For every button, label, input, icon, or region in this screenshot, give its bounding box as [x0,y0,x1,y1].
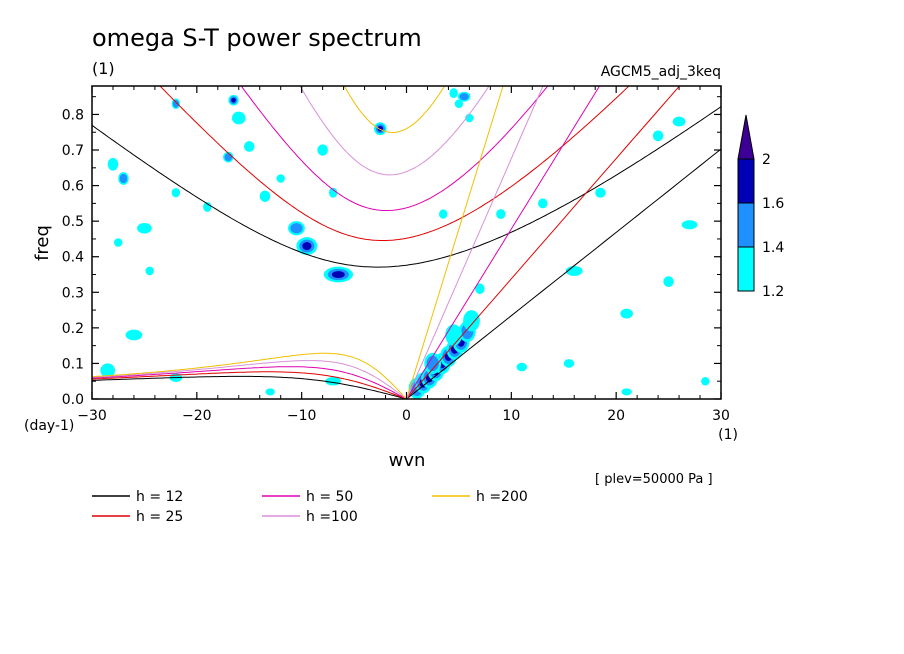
colorbar-label: 1.4 [762,240,784,256]
power-blob-6-level-1 [244,141,255,152]
colorbar-segment [737,246,755,292]
power-blob-21-level-1 [328,187,338,198]
x-tick-label: 30 [712,408,730,424]
dispersion-ig-h50 [240,86,549,211]
dispersion-rossby-h12 [92,375,407,399]
power-blob-7-level-2 [172,99,179,108]
kelvin-power-9-level-1 [463,310,480,332]
power-blob-34-level-1 [595,187,606,198]
legend-label-h100: h =100 [306,509,358,525]
legend-label-h50: h = 50 [306,489,353,505]
chart-title: omega S-T power spectrum [92,24,422,52]
power-blob-1-level-3 [302,242,312,250]
dispersion-rossby-h100 [92,360,407,399]
y-tick-label: 0.1 [62,356,84,372]
power-blob-32-level-1 [538,198,548,209]
power-blob-2-level-2 [290,223,303,234]
kelvin-power-11-level-1 [445,324,463,346]
power-blob-27-level-1 [454,99,464,109]
colorbar-extend-arrow [737,114,755,160]
power-blob-5-level-2 [224,153,233,161]
units-label: (1) [92,59,115,78]
y-tick-label: 0.8 [62,107,84,123]
power-blob-41-level-1 [516,362,528,372]
y-tick-label: 0.6 [62,179,84,195]
dispersion-kelvin-h25 [406,86,681,399]
x-tick-label: 0 [402,408,411,424]
legend-label-h200: h =200 [476,489,528,505]
dispersion-rossby-h200 [92,352,407,399]
dispersion-ig-h200 [343,86,446,134]
power-blob-20-level-1 [317,144,328,156]
power-blob-8-level-1 [107,157,119,171]
power-blob-39-level-1 [663,276,674,287]
power-blob-17-level-1 [100,363,116,378]
dispersion-ig-h25 [159,86,630,241]
legend-label-h12: h = 12 [136,489,183,505]
power-blob-15-level-1 [125,329,143,341]
x-axis-label: wvn [389,450,426,471]
dispersion-ig-h100 [299,86,490,176]
y-units-label: (day-1) [24,418,74,434]
x-tick-label: 10 [502,408,520,424]
colorbar-segment [737,158,755,204]
legend-label-h25: h = 25 [136,509,183,525]
x-tick-label: −30 [77,408,107,424]
dispersion-ig-h12 [92,106,721,268]
power-blob-10-level-1 [137,222,152,234]
power-blob-14-level-1 [145,266,154,276]
colorbar-segment [737,202,755,248]
power-blob-38-level-1 [681,220,698,230]
power-blob-26-level-2 [459,93,469,101]
y-tick-label: 0.0 [62,392,84,408]
y-tick-label: 0.4 [62,250,84,266]
power-blob-12-level-1 [171,188,181,198]
kelvin-power-10-level-2 [426,355,439,372]
power-blob-25-level-1 [449,88,458,99]
colorbar-label: 1.2 [762,284,784,300]
power-blob-23-level-1 [265,388,275,396]
colorbar-label: 2 [762,152,771,168]
power-blob-4-level-1 [231,111,246,125]
power-blob-0-level-3 [331,271,345,278]
power-blob-18-level-1 [259,190,271,202]
y-tick-label: 0.2 [62,321,84,337]
power-blob-40-level-1 [621,388,632,396]
y-tick-label: 0.3 [62,285,84,301]
model-label: AGCM5_adj_3keq [601,64,721,80]
power-blob-19-level-1 [276,174,285,183]
x-units-label: (1) [718,427,738,443]
power-blob-43-level-1 [701,376,710,386]
dispersion-kelvin-h200 [406,86,504,399]
power-blob-36-level-1 [652,130,664,142]
power-blob-37-level-1 [672,116,686,127]
power-blob-13-level-1 [203,201,212,212]
colorbar-label: 1.6 [762,196,784,212]
power-blob-9-level-2 [119,173,128,184]
x-tick-label: −10 [287,408,317,424]
x-tick-label: 20 [607,408,625,424]
power-blob-30-level-1 [475,283,485,295]
dispersion-kelvin-h50 [406,86,601,399]
dispersion-kelvin-h12 [406,148,721,399]
x-tick-label: −20 [182,408,212,424]
power-blob-29-level-1 [438,209,448,219]
level-label: [ plev=50000 Pa ] [595,472,713,487]
power-blob-28-level-1 [465,113,474,123]
dispersion-kelvin-h100 [406,86,544,399]
power-blob-31-level-1 [496,209,506,220]
y-tick-label: 0.5 [62,214,84,230]
y-tick-label: 0.7 [62,143,84,159]
y-axis-label: freq [32,225,53,261]
power-blob-42-level-1 [563,359,575,368]
dispersion-rossby-h25 [92,371,407,399]
power-blob-11-level-1 [114,238,123,247]
power-blob-3-level-3 [231,97,236,103]
power-blob-35-level-1 [620,308,633,319]
plot-background [92,86,721,399]
dispersion-rossby-h50 [92,366,407,399]
